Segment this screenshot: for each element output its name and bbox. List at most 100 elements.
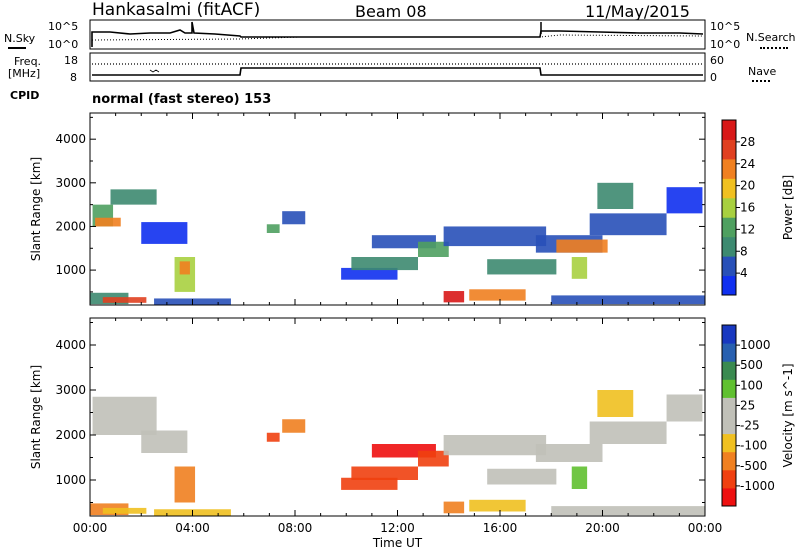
nave-legend-line [752,80,770,82]
noise-panel-frame [89,19,706,50]
colorbar-swatch-0 [722,487,736,507]
scatter-region-14 [443,435,547,456]
noise-right-tick-low: 10^0 [710,38,741,51]
colorbar-frame [721,324,737,507]
noise-sky-legend-line [8,47,26,49]
colorbar-swatch-4 [722,197,736,218]
noise-search-label: N.Search [746,31,796,44]
ytick-label-1: 2000 [55,219,86,233]
colorbar-swatch-1 [722,256,736,277]
scatter-region-17 [443,226,547,247]
scatter-region-10 [282,211,306,225]
colorbar-swatch-3 [722,217,736,238]
xlabel: Time UT [372,536,423,550]
xtick-label-4: 16:00 [483,521,518,535]
colorbar-swatch-6 [722,379,736,398]
scatter-region-21 [571,257,588,279]
date-title: 11/May/2015 [585,2,690,21]
scatter-region-18 [589,421,667,444]
ytick-label-0: 1000 [55,473,86,487]
colorbar-swatch-3 [722,433,736,453]
scatter-region-18 [487,259,557,275]
colorbar-swatch-0 [722,275,736,296]
scatter-region-22 [589,213,667,236]
colorbar-tick-label-1: 8 [740,244,748,258]
colorbar-swatch-4 [722,415,736,435]
colorbar-swatch-5 [722,397,736,416]
scatter-region-19 [597,390,634,417]
scatter-region-4 [102,297,147,303]
colorbar-swatch-5 [722,178,736,199]
colorbar-tick-label-1: -500 [740,459,767,473]
nave-right-tick-low: 0 [710,71,717,84]
noise-sky-trace [91,21,704,47]
colorbar-tick-label-6: 500 [740,358,763,372]
ytick-label-1: 2000 [55,428,86,442]
velocity-panel: 1000 2000 3000 4000 Slant Range [km] 00:00 04:… [29,317,723,550]
scatter-region-0 [92,396,157,435]
colorbar-swatch-6 [722,158,736,179]
colorbar-tick-label-5: 100 [740,378,763,392]
scatter-region-16 [469,289,526,301]
xtick-label-3: 12:00 [380,521,415,535]
scatter-region-9 [266,224,280,233]
xtick-label-6: 00:00 [688,521,723,535]
nave-label: Nave [748,65,777,78]
scatter-region-25 [551,295,705,305]
ytick-label-2: 3000 [55,176,86,190]
noise-left-tick-low: 10^0 [48,38,79,51]
colorbar-swatch-2 [722,451,736,471]
scatter-region-11 [418,450,449,467]
station-title: Hankasalmi (fitACF) [92,0,261,20]
colorbar-swatch-8 [722,120,736,140]
cpid-mode: normal (fast stereo) 153 [92,92,272,107]
scatter-region-5 [141,222,188,244]
scatter-region-6 [266,432,280,442]
colorbar-swatch-1 [722,469,736,489]
scatter-region-4 [174,466,196,503]
freq-label-line2: [MHz] [8,67,41,80]
colorbar-swatch-8 [722,343,736,362]
noise-right-tick-high: 10^5 [710,20,741,33]
colorbar-label: Velocity [m s^-1] [781,363,795,467]
noise-search-trace [91,34,704,41]
ytick-label-2: 3000 [55,383,86,397]
scatter-region-23 [597,182,634,209]
noise-search-legend-line [760,47,788,49]
scatter-region-1 [141,430,188,453]
colorbar-tick-label-4: 20 [740,179,755,193]
colorbar-label: Power [dB] [781,175,795,240]
colorbar-swatch-2 [722,236,736,257]
scatter-region-9 [351,466,418,480]
colorbar-tick-label-2: 12 [740,222,755,236]
power-panel: 1000 2000 3000 4000 Slant Range [km] [29,112,706,306]
scatter-region-21 [551,506,705,516]
colorbar-swatch-7 [722,139,736,160]
freq-left-tick-low: 8 [70,71,77,84]
scatter-region-24 [666,187,703,214]
colorbar-tick-label-3: 16 [740,201,755,215]
power-colorbar: 4 8 12 16 20 24 28 Power [dB] [721,119,795,296]
colorbar-tick-label-2: -100 [740,439,767,453]
ylabel: Slant Range [km] [29,157,43,261]
colorbar-tick-label-0: 4 [740,266,748,280]
colorbar-tick-label-5: 24 [740,157,755,171]
scatter-region-12 [351,257,418,271]
freq-label-line1: Freq. [14,55,42,68]
colorbar-tick-label-6: 28 [740,135,755,149]
velocity-colorbar: -1000 -500 -100 -25 25 100 500 1000 Velocity [m … [721,324,795,507]
scatter-region-2 [95,217,121,227]
freq-panel [89,52,706,82]
cpid-label: CPID [10,89,40,102]
colorbar-tick-label-7: 1000 [740,338,771,352]
ylabel: Slant Range [km] [29,365,43,469]
scatter-region-15 [443,291,465,303]
colorbar-tick-label-0: -1000 [740,479,775,493]
ytick-label-3: 4000 [55,338,86,352]
scatter-region-7 [179,261,190,275]
ytick-label-0: 1000 [55,263,86,277]
freq-left-tick-high: 18 [64,54,78,67]
colorbar-swatch-9 [722,325,736,344]
